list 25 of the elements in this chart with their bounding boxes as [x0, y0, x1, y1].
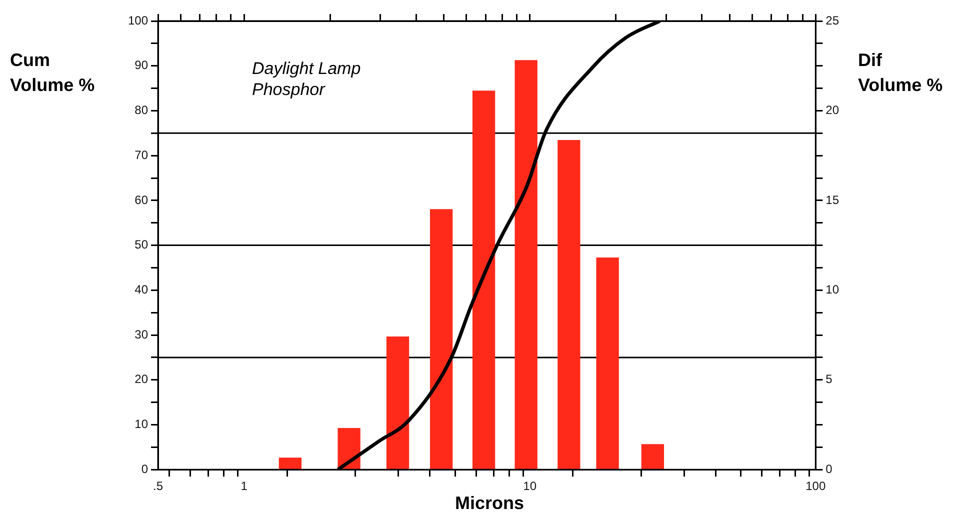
y-tick-label: 10 — [134, 417, 148, 432]
x-axis-title: Microns — [455, 492, 524, 514]
y-tick-label: 60 — [134, 192, 148, 207]
x-tick-label: .5 — [153, 479, 164, 494]
y-tick-label: 100 — [128, 13, 148, 28]
x-tick-label: 100 — [806, 479, 826, 494]
y2-tick-label: 5 — [826, 372, 833, 386]
y-axis-title: Cum Volume % — [10, 49, 96, 97]
y-tick-label: 90 — [134, 58, 148, 72]
y2-tick-label: 20 — [826, 103, 840, 118]
y-tick-label: 50 — [134, 238, 148, 252]
y2-tick-label: 0 — [826, 462, 833, 476]
y-tick-label: 40 — [134, 282, 148, 296]
y-tick-label: 80 — [134, 103, 148, 118]
y-tick-label: 0 — [141, 462, 148, 476]
y-tick-label: 30 — [134, 327, 148, 342]
annotation: Daylight Lamp Phosphor — [252, 58, 362, 100]
y2-axis-title: Dif Volume % — [858, 49, 944, 97]
y2-tick-label: 15 — [826, 192, 840, 207]
y2-tick-label: 25 — [826, 13, 840, 28]
x-tick-label: 10 — [523, 479, 537, 494]
x-tick-label: 1 — [240, 479, 248, 494]
y2-tick-label: 10 — [826, 282, 840, 296]
y-tick-label: 70 — [134, 148, 148, 162]
y-tick-label: 20 — [134, 372, 148, 386]
